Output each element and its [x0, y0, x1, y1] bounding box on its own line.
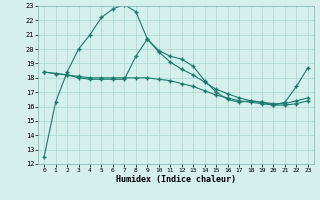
X-axis label: Humidex (Indice chaleur): Humidex (Indice chaleur) [116, 175, 236, 184]
